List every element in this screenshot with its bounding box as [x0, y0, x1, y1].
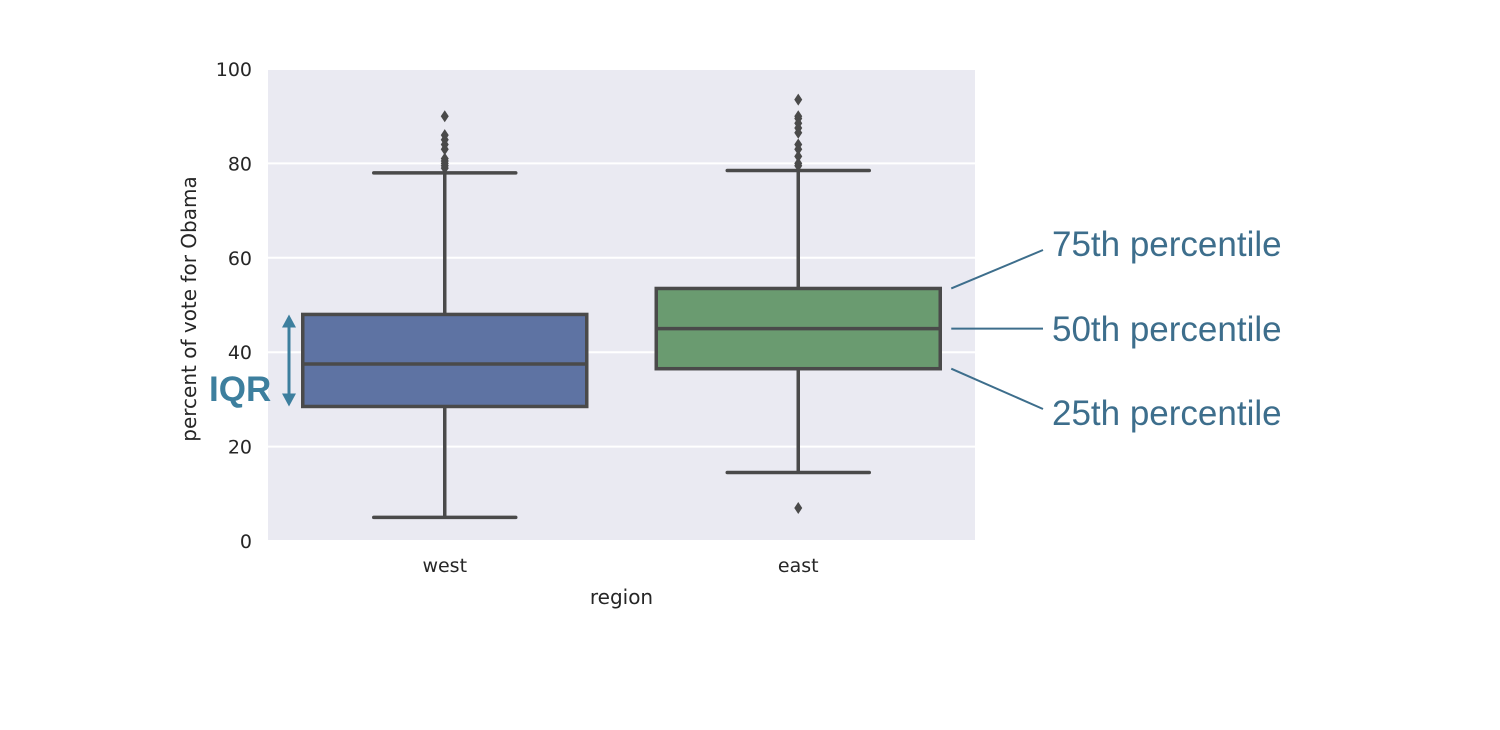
q1-annotation: 25th percentile	[1052, 394, 1282, 433]
outlier-point	[440, 110, 449, 123]
median-annotation: 50th percentile	[1052, 310, 1282, 349]
x-tick-label: east	[778, 555, 819, 577]
y-axis-label: percent of vote for Obama	[177, 176, 201, 441]
outlier-point	[794, 501, 803, 514]
outlier-point	[440, 152, 449, 165]
iqr-arrow-head-top	[282, 314, 296, 328]
outlier-point	[440, 129, 449, 142]
y-tick-label: 60	[228, 248, 252, 270]
outlier-point	[794, 93, 803, 106]
x-axis-label: region	[590, 585, 653, 609]
box-west	[301, 110, 589, 520]
y-tick-label: 0	[240, 531, 252, 553]
outlier-point	[794, 110, 803, 123]
iqr-box	[301, 312, 589, 409]
iqr-arrow-head-bottom	[282, 393, 296, 407]
q1-leader-line	[950, 367, 1044, 410]
outlier-point	[794, 138, 803, 151]
q3-annotation: 75th percentile	[1052, 225, 1282, 264]
outlier-point	[794, 150, 803, 163]
y-tick-label: 20	[228, 437, 252, 459]
y-tick-label: 80	[228, 153, 252, 175]
x-tick-label: west	[422, 555, 467, 577]
axes: 0 20 40 60 80 100 west east region percent of vot…	[177, 59, 819, 609]
q3-leader-line	[950, 249, 1044, 290]
y-tick-label: 100	[216, 59, 252, 81]
y-tick-label: 40	[228, 342, 252, 364]
annotations: 75th percentile 50th percentile 25th perce…	[209, 225, 1282, 433]
iqr-label: IQR	[209, 370, 271, 409]
plot-area	[268, 68, 975, 542]
box-east	[654, 93, 942, 514]
outlier-point	[794, 157, 803, 170]
